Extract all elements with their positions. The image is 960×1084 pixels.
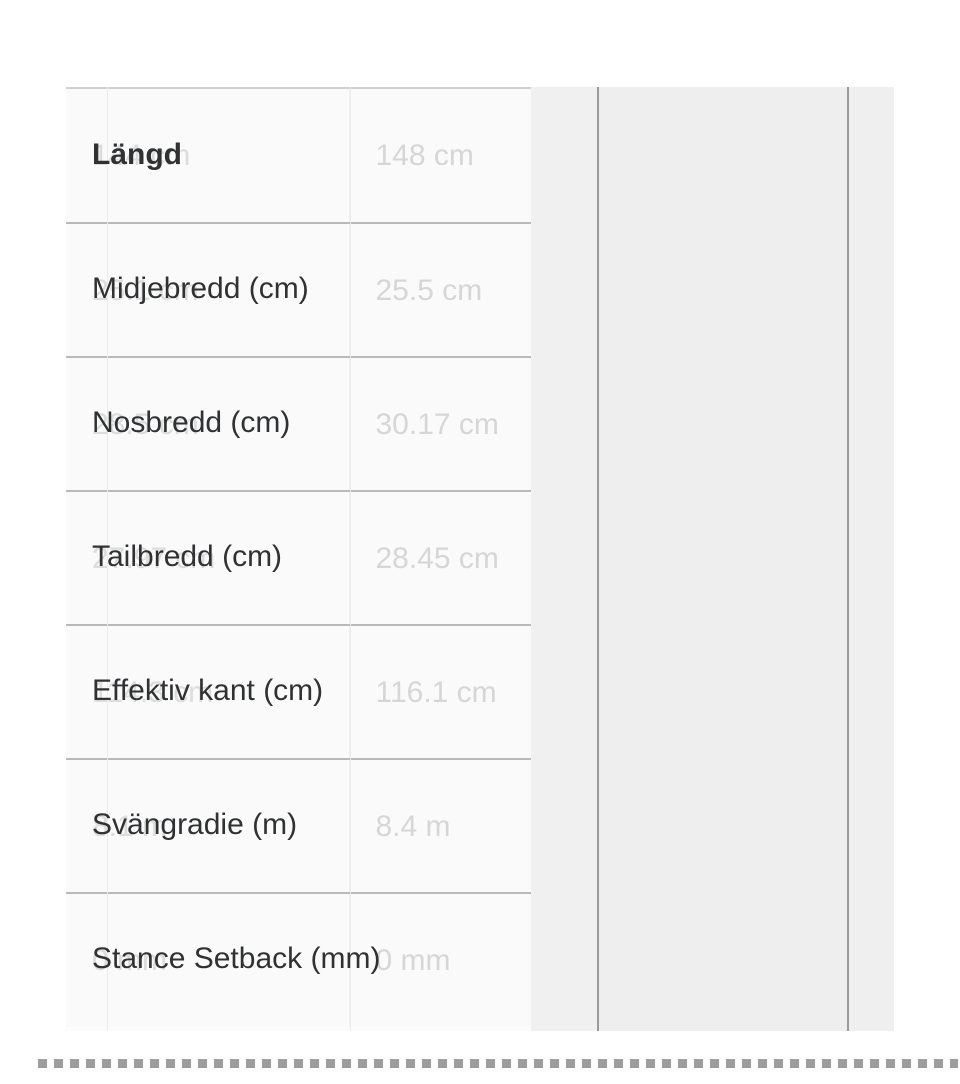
cell-length-148: 148 cm (349, 89, 532, 224)
cell-waist-148: 25.5 cm (349, 223, 532, 358)
cell-edge-148: 116.1 cm (349, 625, 532, 760)
selected-column-shade (599, 87, 847, 1031)
cell-nose-144: 28.5 cm (66, 357, 350, 492)
dashed-divider (38, 1059, 958, 1068)
cell-setback-144: 0 mm (66, 893, 350, 1027)
cell-length-144: 144 cm (66, 89, 350, 224)
selected-column-left-border (597, 87, 599, 1031)
spacer-column-shade (531, 87, 597, 1031)
next-column-shade (849, 87, 894, 1031)
cell-edge-144: 114.3 cm (66, 625, 350, 760)
cell-nose-148: 30.17 cm (349, 357, 532, 492)
cell-tailwidth-144: 27.97 cm (66, 491, 350, 626)
cell-radius-144: 8.1 m (66, 759, 350, 894)
grid-line-vertical (107, 87, 108, 1031)
cell-waist-144: 25.1 cm (66, 223, 350, 358)
cell-radius-148: 8.4 m (349, 759, 532, 894)
selected-column-right-border (847, 87, 849, 1031)
grid-line-vertical (350, 87, 351, 1031)
cell-tailwidth-148: 28.45 cm (349, 491, 532, 626)
cell-setback-148: 0 mm (349, 893, 532, 1027)
